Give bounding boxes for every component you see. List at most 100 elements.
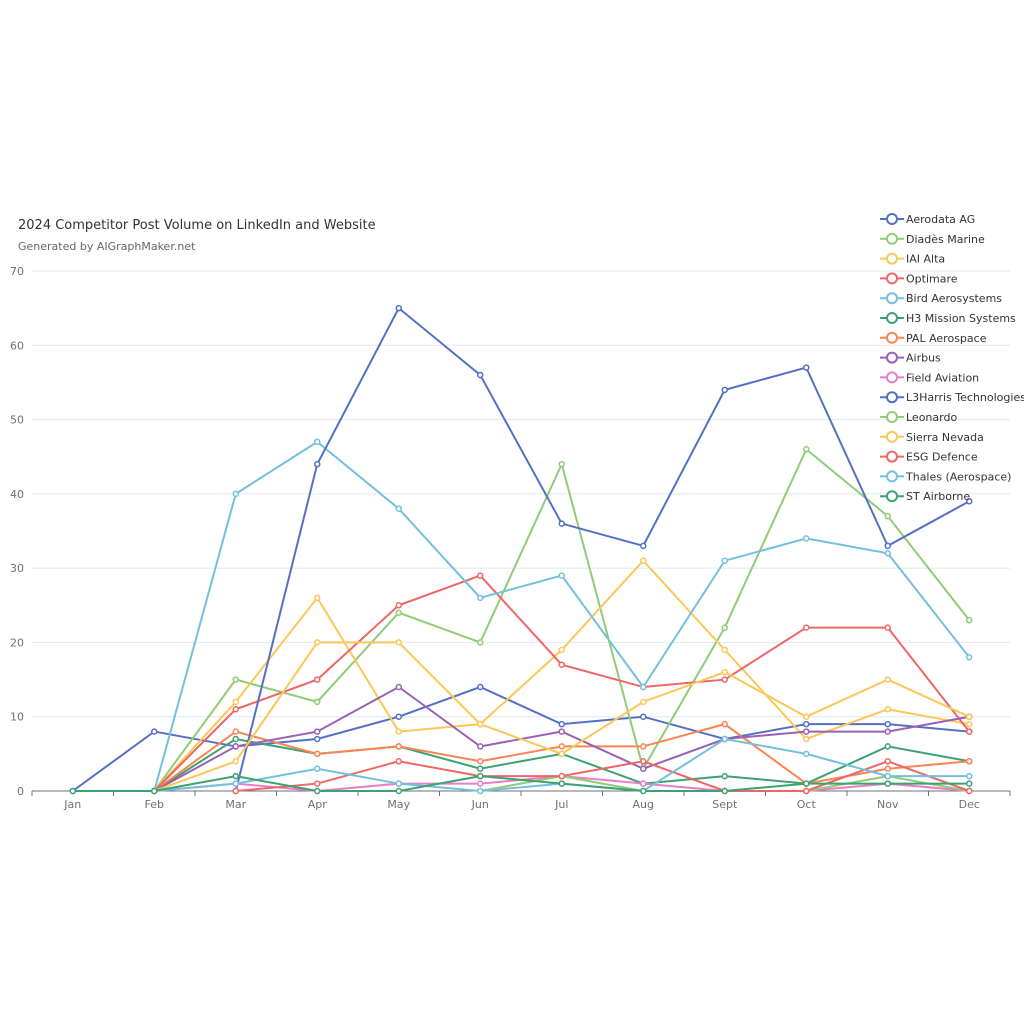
legend-item[interactable]: Field Aviation: [880, 371, 979, 384]
data-point: [232, 743, 239, 750]
legend-item[interactable]: IAI Alta: [880, 252, 945, 266]
x-tick-label: Mar: [225, 798, 246, 811]
legend-marker-icon: [886, 371, 898, 384]
data-point: [966, 616, 973, 624]
data-point: [151, 787, 158, 795]
series-line: [153, 574, 971, 792]
data-point: [966, 498, 973, 505]
legend-item[interactable]: Leonardo: [880, 411, 957, 424]
series-bird-aerosystems: [151, 438, 973, 795]
data-point: [803, 446, 810, 453]
series-st-airborne: [69, 772, 973, 795]
series-line: [72, 685, 970, 792]
series-line: [234, 306, 970, 792]
legend-item[interactable]: Diadès Marine: [880, 232, 985, 246]
data-point: [232, 706, 239, 713]
legend-marker-icon: [886, 292, 898, 305]
data-point: [395, 780, 402, 787]
legend-label: L3Harris Technologies: [906, 391, 1024, 404]
legend-item[interactable]: Sierra Nevada: [880, 430, 984, 444]
legend-item[interactable]: Optimare: [880, 272, 958, 285]
data-point: [314, 594, 321, 602]
series-sierra-nevada: [151, 639, 973, 795]
data-point: [640, 683, 647, 691]
legend-item[interactable]: Aerodata AG: [880, 213, 975, 226]
data-point: [558, 750, 565, 758]
data-point: [477, 639, 484, 646]
data-point: [721, 787, 728, 795]
data-point: [558, 772, 565, 780]
legend-label: PAL Aerospace: [906, 332, 987, 345]
data-point: [884, 624, 891, 631]
data-point: [558, 460, 565, 468]
data-point: [558, 743, 565, 750]
data-point: [640, 780, 647, 787]
data-point: [721, 386, 728, 394]
legend-item[interactable]: Airbus: [880, 351, 941, 365]
data-point: [232, 780, 239, 787]
legend-marker-icon: [886, 252, 898, 265]
data-point: [314, 750, 321, 758]
legend-item[interactable]: Bird Aerosystems: [880, 292, 1002, 305]
data-point: [884, 676, 891, 683]
data-point: [966, 772, 973, 780]
data-point: [477, 758, 484, 765]
legend-label: Diadès Marine: [906, 233, 985, 246]
legend-item[interactable]: H3 Mission Systems: [880, 312, 1016, 325]
legend-item[interactable]: PAL Aerospace: [880, 331, 987, 345]
data-point: [640, 787, 647, 795]
y-tick-label: 20: [10, 636, 24, 649]
data-point: [803, 728, 810, 735]
legend-label: Thales (Aerospace): [905, 470, 1011, 483]
legend-marker-icon: [886, 490, 898, 503]
data-point: [232, 787, 239, 795]
legend-item[interactable]: ESG Defence: [880, 450, 978, 464]
legend-marker-icon: [886, 450, 898, 463]
data-point: [884, 706, 891, 713]
data-point: [803, 787, 810, 795]
data-point: [640, 542, 647, 550]
data-point: [884, 550, 891, 557]
data-point: [721, 772, 728, 780]
data-point: [884, 743, 891, 750]
data-point: [232, 728, 239, 735]
series-iai-alta: [151, 557, 973, 795]
legend-label: Airbus: [906, 352, 941, 365]
data-point: [640, 758, 647, 765]
data-point: [477, 743, 484, 750]
legend-marker-icon: [886, 213, 898, 225]
data-point: [232, 676, 239, 683]
data-point: [395, 639, 402, 646]
legend-item[interactable]: ST Airborne: [880, 490, 970, 503]
data-point: [721, 557, 728, 564]
legend-label: Aerodata AG: [906, 213, 975, 226]
data-point: [395, 787, 402, 795]
legend-marker-icon: [886, 470, 898, 483]
data-point: [721, 646, 728, 654]
x-tick-label: May: [387, 798, 410, 811]
data-point: [477, 720, 484, 728]
data-point: [314, 460, 321, 468]
data-point: [558, 572, 565, 579]
legend-marker-icon: [886, 312, 898, 324]
data-point: [966, 758, 973, 765]
data-point: [314, 438, 321, 446]
legend-item[interactable]: L3Harris Technologies: [880, 391, 1024, 404]
x-tick-label: Dec: [959, 798, 980, 811]
data-point: [803, 364, 810, 371]
chart-subtitle: Generated by AIGraphMaker.net: [18, 240, 196, 253]
y-tick-label: 10: [10, 711, 24, 724]
legend-marker-icon: [886, 351, 898, 364]
data-point: [884, 728, 891, 735]
data-point: [395, 602, 402, 609]
legend-item[interactable]: Thales (Aerospace): [880, 470, 1011, 483]
data-point: [314, 787, 321, 795]
data-point: [395, 743, 402, 750]
data-point: [232, 758, 239, 765]
series-optimare: [151, 572, 973, 795]
data-point: [395, 609, 402, 616]
data-point: [558, 720, 565, 728]
data-point: [395, 728, 402, 735]
y-tick-label: 70: [10, 265, 24, 278]
